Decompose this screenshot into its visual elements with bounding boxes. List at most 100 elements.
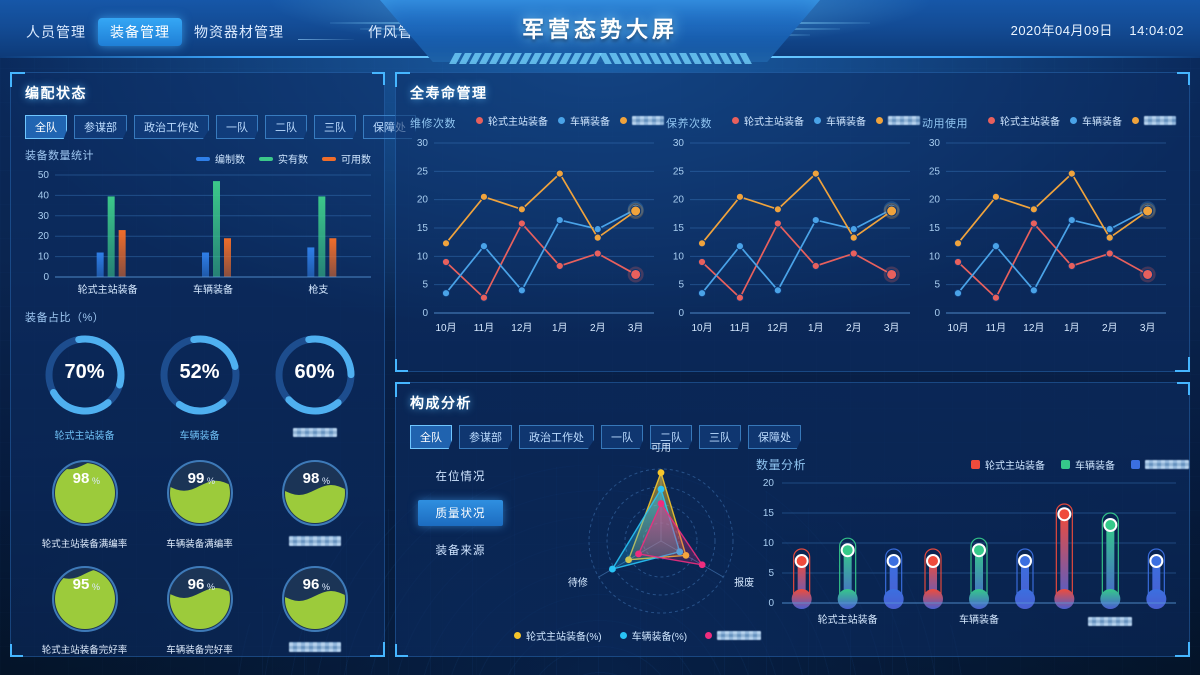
- composition-filter-group: 全队 参谋部 政治工作处 一队 二队 三队 保障处: [410, 425, 801, 449]
- legend-dot: [476, 117, 483, 124]
- legend-item: [705, 631, 762, 640]
- quantity-bar-legend: 轮式主站装备 车辆装备: [971, 457, 1189, 472]
- svg-text:20: 20: [929, 195, 941, 206]
- legend-item: 轮式主站装备: [971, 457, 1045, 472]
- radar-menu-item-2[interactable]: 装备来源: [435, 545, 486, 557]
- donut-caption: 轮式主站装备: [54, 431, 115, 442]
- svg-text:%: %: [206, 582, 214, 592]
- svg-text:3月: 3月: [628, 322, 644, 334]
- donut-gauge: 70% 轮式主站装备: [27, 329, 142, 442]
- filter-button-6[interactable]: 保障处: [748, 425, 801, 449]
- redacted-label: [288, 536, 341, 547]
- legend-item: [876, 116, 920, 125]
- liquid-gauge: 95% 轮式主站装备完好率: [27, 561, 142, 656]
- legend-item: 车辆装备: [1070, 113, 1122, 128]
- filter-button-2[interactable]: 政治工作处: [519, 425, 594, 449]
- svg-text:10月: 10月: [691, 322, 712, 334]
- donut-gauge: 60%: [257, 329, 372, 442]
- chart-name: 保养次数: [666, 118, 712, 130]
- nav-item-2[interactable]: 物资器材管理: [194, 24, 284, 40]
- lifecycle-charts-container: 维修次数 轮式主站装备 车辆装备 0 5 10 15 20 25 30 10月 11月 12月 1月 2月 3…: [396, 73, 1189, 371]
- nav-item-1[interactable]: 装备管理: [98, 18, 182, 46]
- legend-dot: [705, 632, 713, 639]
- title-chevrons: [410, 53, 790, 65]
- svg-text:5: 5: [678, 280, 684, 291]
- svg-text:0: 0: [768, 598, 774, 609]
- liquid-caption: 轮式主站装备满编率: [41, 539, 128, 550]
- filter-button-0[interactable]: 全队: [25, 115, 67, 139]
- svg-text:15: 15: [929, 223, 941, 234]
- filter-button-1[interactable]: 参谋部: [459, 425, 512, 449]
- liquid-circle: 98%: [281, 460, 348, 526]
- svg-text:1月: 1月: [808, 322, 824, 334]
- svg-text:15: 15: [673, 223, 685, 234]
- liquid-gauge: 96%: [257, 561, 372, 656]
- legend-swatch: [259, 156, 273, 161]
- legend-item: 实有数: [259, 151, 308, 166]
- filter-button-4[interactable]: 二队: [650, 425, 692, 449]
- redacted-label: [632, 116, 664, 125]
- svg-text:12月: 12月: [1023, 322, 1044, 334]
- legend-dot: [619, 632, 627, 639]
- svg-text:99: 99: [187, 470, 204, 487]
- svg-text:50: 50: [38, 170, 50, 181]
- svg-text:0: 0: [934, 308, 940, 319]
- svg-text:3月: 3月: [1140, 322, 1156, 334]
- filter-button-4[interactable]: 二队: [265, 115, 307, 139]
- liquid-caption: 轮式主站装备完好率: [41, 645, 128, 656]
- svg-text:25: 25: [417, 166, 429, 177]
- svg-text:95: 95: [72, 576, 89, 593]
- svg-text:10: 10: [38, 252, 50, 263]
- svg-text:11月: 11月: [474, 322, 494, 334]
- liquid-gauge-row-2: 95% 轮式主站装备完好率 96% 车辆装备完好率 96%: [27, 561, 372, 656]
- svg-text:30: 30: [673, 138, 685, 149]
- filter-button-0[interactable]: 全队: [410, 425, 452, 449]
- filter-button-5[interactable]: 三队: [699, 425, 741, 449]
- liquid-circle: 98%: [51, 460, 118, 526]
- svg-text:2月: 2月: [846, 322, 862, 334]
- corner-deco: [1177, 72, 1190, 85]
- legend-label: 车辆装备: [570, 117, 610, 128]
- legend-dot: [732, 117, 739, 124]
- svg-text:0: 0: [43, 272, 49, 283]
- nav-item-0[interactable]: 人员管理: [26, 24, 86, 40]
- legend-swatch: [196, 156, 210, 161]
- donut-ring: [160, 335, 239, 415]
- lifecycle-chart-2: 动用使用 轮式主站装备 车辆装备 0 5 10 15 20 25 30 10月 11月 12月 1月 2月 3…: [916, 113, 1176, 363]
- svg-text:30: 30: [929, 138, 941, 149]
- legend-label: 车辆装备: [826, 117, 866, 128]
- legend-label: 轮式主站装备: [985, 461, 1045, 472]
- svg-text:10: 10: [763, 538, 775, 549]
- svg-text:%: %: [91, 476, 99, 486]
- svg-text:20: 20: [417, 195, 429, 206]
- svg-text:20: 20: [38, 231, 50, 242]
- redacted-label: [292, 427, 337, 437]
- redacted-label: [288, 642, 341, 653]
- radar-menu-item-0[interactable]: 在位情况: [435, 471, 486, 483]
- svg-text:96: 96: [187, 576, 204, 593]
- svg-text:5: 5: [768, 568, 774, 579]
- legend-label: 可用数: [341, 155, 371, 166]
- legend-item: 轮式主站装备: [732, 113, 804, 128]
- svg-text:轮式主站装备: 轮式主站装备: [78, 283, 138, 296]
- legend-item: 车辆装备: [814, 113, 866, 128]
- legend-item: 车辆装备: [558, 113, 610, 128]
- filter-button-5[interactable]: 三队: [314, 115, 356, 139]
- bar-category-label: 车辆装备: [959, 613, 999, 626]
- redacted-label: [1088, 617, 1133, 627]
- legend-item: 轮式主站装备: [988, 113, 1060, 128]
- svg-text:96: 96: [302, 576, 319, 593]
- svg-text:报废: 报废: [734, 576, 754, 589]
- filter-button-3[interactable]: 一队: [601, 425, 643, 449]
- legend-item: 可用数: [322, 151, 371, 166]
- legend-dot: [814, 117, 821, 124]
- filter-button-3[interactable]: 一队: [216, 115, 258, 139]
- filter-button-2[interactable]: 政治工作处: [134, 115, 209, 139]
- svg-text:25: 25: [929, 166, 941, 177]
- svg-text:1月: 1月: [1064, 322, 1080, 334]
- nav-separator: [298, 38, 354, 40]
- filter-button-1[interactable]: 参谋部: [74, 115, 127, 139]
- svg-text:%: %: [321, 476, 329, 486]
- radar-menu-item-1[interactable]: 质量状况: [418, 500, 503, 526]
- svg-text:40: 40: [38, 190, 50, 201]
